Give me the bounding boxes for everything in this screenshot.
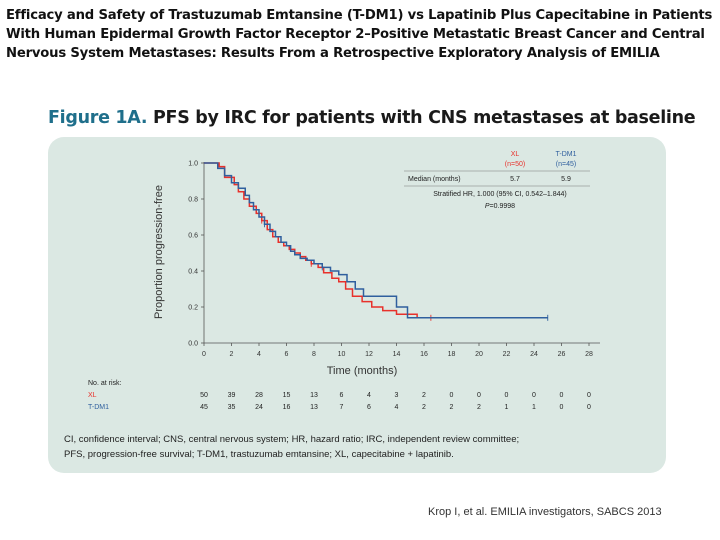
- risk-count: 0: [587, 392, 591, 399]
- stats-col-xl: XL: [511, 151, 520, 158]
- risk-count: 16: [283, 404, 291, 411]
- stats-p-value: =0.9998: [490, 203, 516, 210]
- x-tick-label: 20: [475, 351, 483, 358]
- x-tick-label: 26: [558, 351, 566, 358]
- y-axis-label: Proportion progression-free: [153, 185, 165, 319]
- citation: Krop I, et al. EMILIA investigators, SAB…: [428, 506, 662, 518]
- y-ticks: 0.0 0.2 0.4 0.6 0.8 1.0: [188, 161, 204, 348]
- risk-count: 0: [560, 404, 564, 411]
- risk-count: 45: [200, 404, 208, 411]
- series-xl-line: [204, 162, 431, 319]
- risk-count: 3: [395, 392, 399, 399]
- x-tick-label: 18: [448, 351, 456, 358]
- x-tick-label: 22: [503, 351, 511, 358]
- footnote-line-1: CI, confidence interval; CNS, central ne…: [64, 434, 519, 445]
- title-line-3: Nervous System Metastases: Results From …: [6, 46, 660, 61]
- risk-count: 24: [255, 404, 263, 411]
- risk-label-xl: XL: [88, 392, 97, 399]
- x-tick-label: 10: [338, 351, 346, 358]
- risk-count: 15: [283, 392, 291, 399]
- risk-count: 4: [367, 392, 371, 399]
- footnote-line-2: PFS, progression-free survival; T-DM1, t…: [64, 449, 454, 460]
- risk-count: 2: [422, 404, 426, 411]
- risk-label-tdm1: T-DM1: [88, 404, 109, 411]
- risk-count: 50: [200, 392, 208, 399]
- figure-label: Figure 1A.: [48, 108, 148, 128]
- stats-hr: Stratified HR, 1.000 (95% CI, 0.542–1.84…: [433, 191, 566, 198]
- risk-count: 0: [532, 392, 536, 399]
- risk-count: 2: [450, 404, 454, 411]
- risk-count: 7: [340, 404, 344, 411]
- stats-xl-median: 5.7: [510, 176, 520, 183]
- risk-count: 13: [310, 404, 318, 411]
- x-tick-label: 14: [393, 351, 401, 358]
- y-tick-label: 0.2: [188, 305, 198, 312]
- y-tick-label: 0.4: [188, 269, 198, 276]
- figure-caption: PFS by IRC for patients with CNS metasta…: [153, 108, 696, 128]
- risk-count: 39: [228, 392, 236, 399]
- stats-col-xl-n: (n=50): [505, 161, 525, 168]
- figure-title: Figure 1A. PFS by IRC for patients with …: [48, 108, 696, 128]
- x-tick-label: 6: [285, 351, 289, 358]
- risk-row-tdm1: 45 35 24 16 13 7 6 4 2 2 2 1 1 0 0: [200, 404, 591, 411]
- series-t-dm1-line: [204, 162, 548, 319]
- x-tick-label: 8: [312, 351, 316, 358]
- x-tick-label: 16: [420, 351, 428, 358]
- risk-header: No. at risk:: [88, 380, 122, 387]
- risk-count: 4: [395, 404, 399, 411]
- x-tick-label: 28: [585, 351, 593, 358]
- risk-count: 0: [450, 392, 454, 399]
- stats-p-label: P: [485, 203, 490, 210]
- risk-count: 2: [477, 404, 481, 411]
- x-tick-label: 2: [230, 351, 234, 358]
- risk-count: 35: [228, 404, 236, 411]
- x-ticks: 0 2 4 6 8 10 12 14 16 18 20 22 24 26 28: [202, 343, 593, 358]
- title-line-1: Efficacy and Safety of Trastuzumab Emtan…: [6, 8, 713, 23]
- risk-row-xl: 50 39 28 15 13 6 4 3 2 0 0 0 0 0 0: [200, 392, 591, 399]
- curves: [204, 162, 549, 321]
- risk-count: 2: [422, 392, 426, 399]
- x-tick-label: 4: [257, 351, 261, 358]
- risk-count: 6: [340, 392, 344, 399]
- slide-title: Efficacy and Safety of Trastuzumab Emtan…: [6, 6, 716, 63]
- x-tick-label: 24: [530, 351, 538, 358]
- stats-table: XL (n=50) T-DM1 (n=45) Median (months) 5…: [404, 151, 590, 210]
- x-tick-label: 0: [202, 351, 206, 358]
- risk-count: 13: [310, 392, 318, 399]
- risk-count: 0: [560, 392, 564, 399]
- stats-col-tdm1: T-DM1: [556, 151, 577, 158]
- risk-count: 1: [505, 404, 509, 411]
- risk-count: 1: [532, 404, 536, 411]
- stats-p: P=0.9998: [485, 203, 515, 210]
- y-tick-label: 1.0: [188, 161, 198, 168]
- y-tick-label: 0.6: [188, 233, 198, 240]
- x-tick-label: 12: [365, 351, 373, 358]
- y-tick-label: 0.8: [188, 197, 198, 204]
- risk-count: 0: [587, 404, 591, 411]
- figure-panel: [48, 137, 666, 473]
- stats-tdm1-median: 5.9: [561, 176, 571, 183]
- risk-count: 28: [255, 392, 263, 399]
- stats-row-label: Median (months): [408, 176, 461, 183]
- risk-count: 6: [367, 404, 371, 411]
- risk-count: 0: [505, 392, 509, 399]
- risk-count: 0: [477, 392, 481, 399]
- x-axis-label: Time (months): [327, 365, 398, 377]
- title-line-2: With Human Epidermal Growth Factor Recep…: [6, 27, 705, 42]
- stats-col-tdm1-n: (n=45): [556, 161, 576, 168]
- y-tick-label: 0.0: [188, 341, 198, 348]
